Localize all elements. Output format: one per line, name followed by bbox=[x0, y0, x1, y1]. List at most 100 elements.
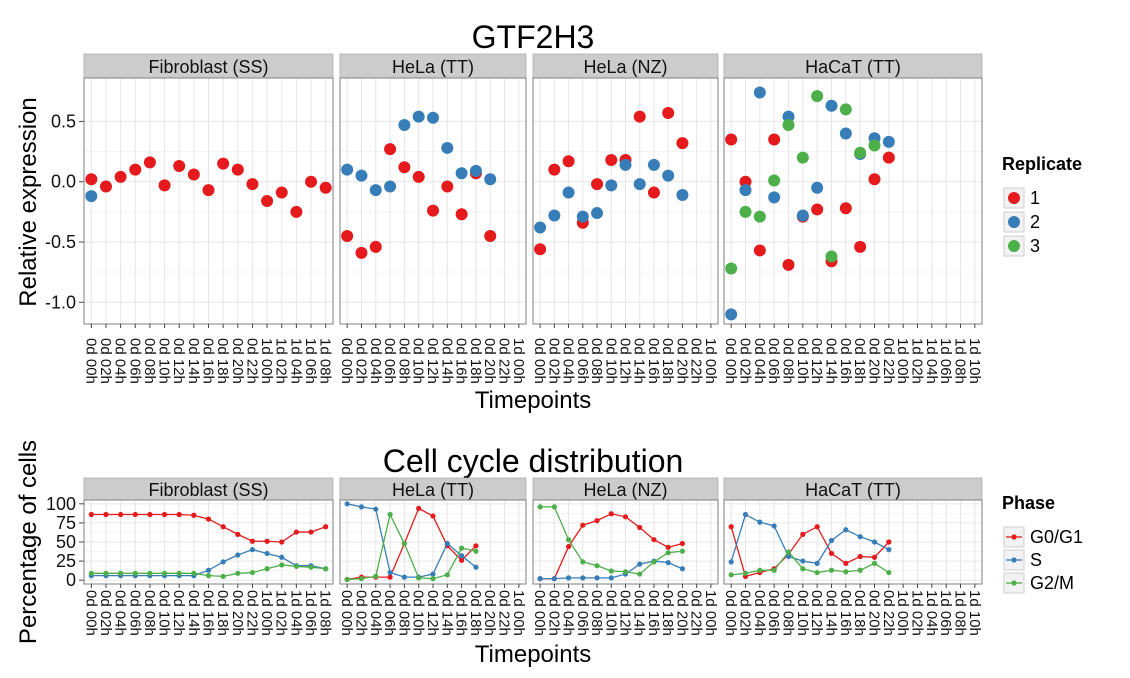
x-tick-label: 0d 20h bbox=[673, 590, 690, 636]
x-tick-label: 1d 02h bbox=[273, 338, 290, 384]
legend-key-point bbox=[1011, 534, 1017, 540]
panel-border bbox=[723, 77, 983, 325]
series-3 bbox=[725, 90, 881, 275]
data-point bbox=[358, 576, 365, 582]
data-point bbox=[565, 575, 572, 581]
legend-label: G0/G1 bbox=[1030, 527, 1083, 547]
x-tick-label: 0d 04h bbox=[367, 338, 384, 384]
x-tick-label: 0d 12h bbox=[170, 590, 187, 636]
x-tick-label: 1d 08h bbox=[317, 338, 334, 384]
x-tick-label: 0d 14h bbox=[823, 338, 840, 384]
data-point bbox=[608, 568, 614, 574]
data-point bbox=[622, 569, 629, 575]
x-tick-label: 0d 16h bbox=[645, 590, 662, 636]
data-point bbox=[886, 569, 892, 576]
data-point bbox=[651, 537, 657, 543]
x-tick-label: 1d 06h bbox=[302, 338, 319, 384]
x-tick-label: 0d 04h bbox=[560, 590, 577, 636]
data-point bbox=[662, 106, 675, 119]
data-point bbox=[401, 574, 407, 580]
cell-cycle-x-axis-title: Timepoints bbox=[475, 641, 591, 668]
series-g2-m bbox=[537, 504, 686, 577]
data-point bbox=[580, 522, 586, 528]
data-point bbox=[176, 570, 182, 576]
data-point bbox=[161, 511, 168, 518]
series-2 bbox=[85, 190, 98, 203]
data-point bbox=[205, 573, 212, 579]
data-point bbox=[534, 243, 547, 256]
data-point bbox=[323, 566, 329, 572]
data-point bbox=[800, 566, 806, 572]
data-point bbox=[132, 511, 138, 518]
x-tick-label: 0d 02h bbox=[737, 590, 754, 636]
x-tick-label: 1d 10h bbox=[966, 338, 983, 384]
data-point bbox=[129, 163, 142, 176]
data-point bbox=[580, 559, 586, 565]
data-point bbox=[785, 549, 792, 555]
data-point bbox=[728, 524, 734, 530]
data-point bbox=[676, 188, 689, 201]
data-point bbox=[358, 504, 365, 510]
panel-strip bbox=[83, 53, 334, 79]
x-tick-label: 0d 18h bbox=[467, 590, 484, 636]
x-tick-label: 0d 06h bbox=[381, 590, 398, 636]
data-point bbox=[279, 562, 285, 568]
data-point bbox=[147, 570, 153, 576]
x-tick-label: 0d 20h bbox=[481, 590, 498, 636]
data-point bbox=[882, 151, 895, 164]
data-point bbox=[176, 511, 182, 518]
x-tick-label: 0d 04h bbox=[112, 338, 129, 384]
data-point bbox=[469, 164, 482, 177]
data-point bbox=[839, 127, 852, 140]
x-tick-label: 0d 08h bbox=[588, 338, 605, 384]
x-tick-label: 0d 02h bbox=[97, 338, 114, 384]
data-point bbox=[857, 534, 863, 540]
x-tick-label: 0d 12h bbox=[808, 338, 825, 384]
data-point bbox=[308, 529, 314, 535]
legend-title: Phase bbox=[1002, 493, 1055, 513]
x-tick-label: 0d 10h bbox=[602, 338, 619, 384]
data-point bbox=[455, 208, 468, 221]
x-tick-label: 0d 14h bbox=[823, 590, 840, 636]
data-point bbox=[857, 567, 863, 573]
x-tick-label: 1d 00h bbox=[894, 338, 911, 384]
data-point bbox=[665, 544, 671, 550]
data-point bbox=[384, 143, 397, 156]
cell-cycle-y-axis-title: Percentage of cells bbox=[15, 440, 42, 644]
x-tick-label: 0d 00h bbox=[82, 338, 99, 384]
data-point bbox=[551, 576, 557, 582]
panel-strip-label: Fibroblast (SS) bbox=[148, 57, 268, 77]
data-point bbox=[771, 567, 777, 573]
data-point bbox=[249, 538, 256, 544]
data-point bbox=[800, 558, 806, 564]
expr-y-tick-label: 0.0 bbox=[51, 172, 76, 192]
panel-strip bbox=[723, 53, 983, 79]
data-point bbox=[416, 575, 422, 581]
data-point bbox=[728, 572, 734, 578]
x-tick-label: 0d 06h bbox=[574, 338, 591, 384]
series-g2-m bbox=[728, 549, 892, 578]
data-point bbox=[725, 262, 738, 275]
x-tick-label: 0d 12h bbox=[424, 590, 441, 636]
data-point bbox=[264, 538, 270, 544]
data-point bbox=[562, 186, 575, 199]
data-point bbox=[459, 553, 465, 559]
data-point bbox=[88, 570, 94, 576]
x-tick-label: 0d 22h bbox=[243, 590, 260, 636]
data-point bbox=[580, 575, 586, 581]
x-tick-label: 0d 14h bbox=[438, 338, 455, 384]
data-point bbox=[608, 511, 614, 517]
x-tick-label: 0d 16h bbox=[453, 590, 470, 636]
panel-strip-label: Fibroblast (SS) bbox=[148, 480, 268, 500]
data-point bbox=[161, 570, 168, 576]
data-point bbox=[785, 553, 792, 560]
data-point bbox=[158, 179, 171, 192]
x-tick-label: 0d 16h bbox=[837, 590, 854, 636]
panel-strip-label: HeLa (NZ) bbox=[583, 57, 667, 77]
cc-y-tick-label: 75 bbox=[56, 513, 76, 533]
data-point bbox=[637, 571, 643, 577]
x-tick-label: 1d 00h bbox=[258, 338, 275, 384]
data-point bbox=[814, 569, 820, 576]
x-tick-label: 1d 02h bbox=[909, 590, 926, 636]
